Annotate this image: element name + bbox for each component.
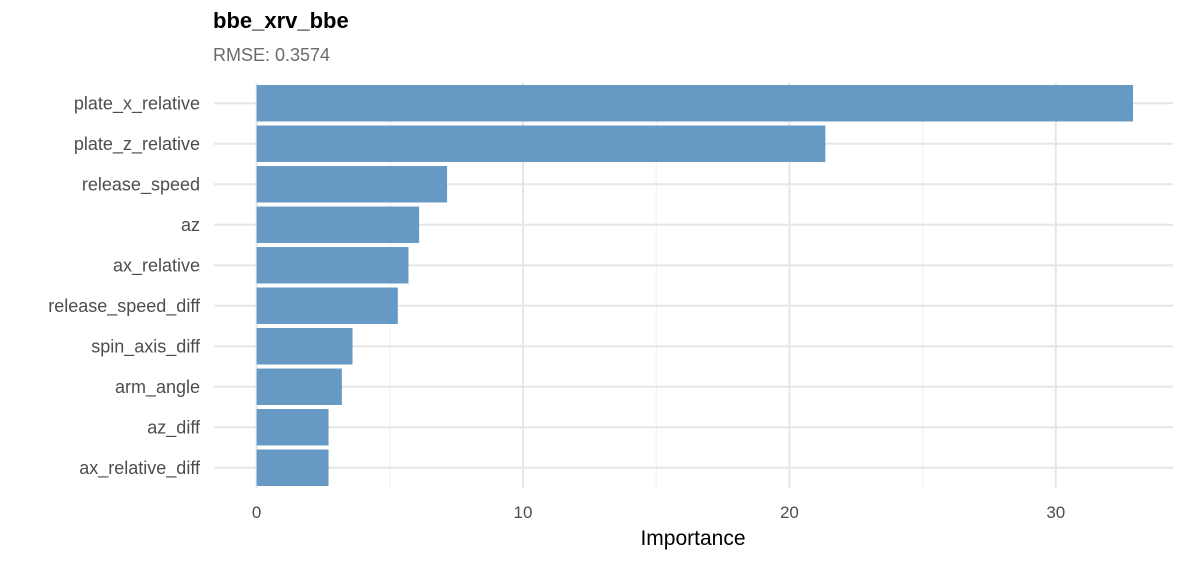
bar-plate-x-relative: [256, 85, 1134, 122]
bars: [256, 85, 1134, 486]
y-tick-label: spin_axis_diff: [91, 336, 201, 357]
y-axis-tick-labels: plate_x_relative plate_z_relative release_…: [48, 93, 201, 479]
chart-title: bbe_xrv_bbe: [213, 8, 349, 33]
y-tick-label: az: [181, 215, 200, 235]
y-tick-label: release_speed_diff: [48, 296, 201, 317]
bar-release-speed-diff: [256, 287, 398, 324]
bar-az-diff: [256, 409, 329, 446]
y-tick-label: ax_relative: [113, 255, 200, 276]
bar-arm-angle: [256, 368, 342, 405]
y-tick-label: ax_relative_diff: [79, 458, 201, 479]
y-tick-label: arm_angle: [115, 377, 200, 398]
y-tick-label: plate_x_relative: [74, 93, 200, 114]
bar-release-speed: [256, 166, 448, 203]
x-axis-tick-labels: 0 10 20 30: [252, 503, 1065, 522]
bar-spin-axis-diff: [256, 328, 353, 365]
y-tick-label: az_diff: [147, 417, 201, 438]
x-tick-label: 10: [514, 503, 533, 522]
bar-az: [256, 206, 420, 243]
bar-plate-z-relative: [256, 125, 826, 162]
bar-ax-relative: [256, 247, 409, 284]
x-axis-label: Importance: [640, 527, 745, 550]
x-tick-label: 30: [1046, 503, 1065, 522]
chart-subtitle: RMSE: 0.3574: [213, 45, 330, 65]
y-tick-label: plate_z_relative: [74, 134, 200, 155]
y-tick-label: release_speed: [82, 174, 200, 195]
bar-ax-relative-diff: [256, 449, 329, 486]
x-tick-label: 20: [780, 503, 799, 522]
x-tick-label: 0: [252, 503, 261, 522]
